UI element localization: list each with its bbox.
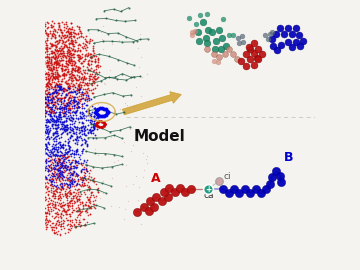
Text: Model: Model (134, 129, 186, 144)
Text: ca: ca (203, 191, 213, 200)
Text: +: + (205, 184, 211, 194)
Text: B: B (284, 151, 293, 164)
FancyArrow shape (122, 92, 181, 115)
Text: ci: ci (223, 172, 231, 181)
Text: A: A (151, 172, 161, 185)
